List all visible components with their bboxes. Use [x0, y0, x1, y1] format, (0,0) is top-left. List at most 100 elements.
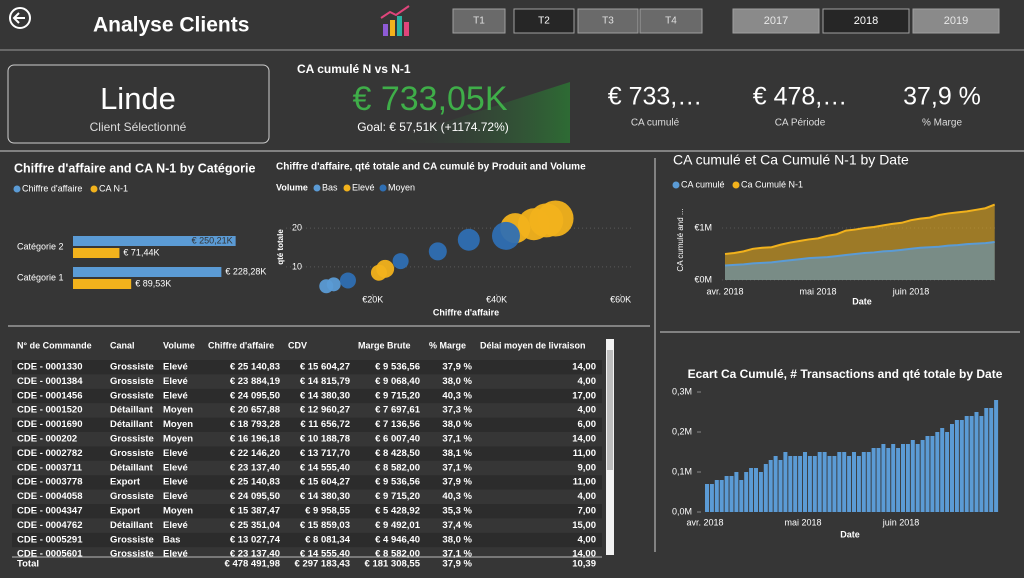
icon-bar: [397, 16, 402, 36]
year-label[interactable]: 2019: [944, 15, 968, 27]
table-cell: Moyen: [163, 506, 193, 517]
quarter-button[interactable]: [452, 8, 506, 34]
table-cell: Elevé: [163, 462, 188, 473]
bar: [822, 452, 827, 512]
bar: [754, 468, 758, 512]
year-button[interactable]: [912, 8, 1000, 34]
quarter-button[interactable]: [577, 8, 639, 34]
bar: [793, 456, 798, 512]
bar: [984, 408, 989, 512]
table-cell: CDE - 0003778: [17, 477, 82, 488]
bar: [763, 464, 768, 512]
table-cell: 4,00: [578, 534, 597, 545]
quarter-button[interactable]: [639, 8, 703, 34]
bar: [935, 432, 940, 512]
table-cell: Grossiste: [110, 448, 154, 459]
y-tick-label: 0,3M: [672, 386, 692, 396]
table-cell: CDE - 0001690: [17, 419, 82, 430]
chart-title: Chiffre d'affaire, qté totale and CA cum…: [276, 162, 586, 173]
table-cell: € 23 137,40: [230, 549, 280, 560]
quarter-label[interactable]: T1: [473, 16, 485, 27]
quarter-button[interactable]: [513, 8, 575, 34]
x-tick-label: juin 2018: [882, 517, 920, 527]
year-label[interactable]: 2018: [854, 15, 878, 27]
legend-label: Moyen: [388, 182, 415, 192]
bar: [876, 448, 881, 512]
quarter-label[interactable]: T3: [602, 16, 614, 27]
year-label[interactable]: 2017: [764, 15, 788, 27]
x-tick-label: juin 2018: [892, 286, 930, 296]
bubble: [392, 253, 409, 270]
year-button[interactable]: [822, 8, 910, 34]
back-button[interactable]: [9, 7, 31, 29]
table-cell: 9,00: [578, 462, 597, 473]
table-cell: Grossiste: [110, 390, 154, 401]
bar: [910, 440, 915, 512]
table-cell: € 25 140,83: [230, 477, 280, 488]
kpi-value: € 733,…: [608, 83, 703, 111]
table-cell: € 13 717,70: [300, 448, 350, 459]
table-cell: € 9 715,20: [375, 390, 420, 401]
table-total-cell: € 478 491,98: [225, 559, 280, 570]
bar: [734, 472, 739, 512]
legend-marker: [90, 185, 98, 193]
table-cell: € 14 555,40: [300, 549, 350, 560]
bar: [817, 452, 822, 512]
back-arrow[interactable]: [12, 12, 25, 24]
back-circle[interactable]: [9, 7, 31, 29]
client-card: [7, 64, 270, 144]
table-cell: 7,00: [578, 506, 597, 517]
quarter-label[interactable]: T2: [538, 16, 550, 27]
x-tick-label: €60K: [610, 294, 631, 304]
table-cell: € 9 958,55: [305, 506, 351, 517]
table-total-cell: € 181 308,55: [365, 559, 421, 570]
year-button[interactable]: [732, 8, 820, 34]
y-tick-label: 20: [292, 223, 302, 233]
table-cell: CDE - 0001456: [17, 390, 82, 401]
bubble: [326, 277, 341, 292]
chart-title: CA cumulé et Ca Cumulé N-1 by Date: [673, 152, 909, 168]
bar: [744, 472, 749, 512]
table-cell: Détaillant: [110, 419, 154, 430]
value-label: € 71,44K: [123, 247, 159, 257]
table-cell: € 4 946,40: [375, 534, 420, 545]
kpi-title: CA cumulé N vs N-1: [297, 62, 411, 76]
y-tick-label: 10: [292, 261, 302, 271]
icon-bar: [390, 20, 395, 36]
table-cell: € 15 604,27: [300, 362, 350, 373]
scrollbar-thumb[interactable]: [607, 350, 613, 470]
table-cell: CDE - 0005601: [17, 549, 83, 560]
table-cell: € 13 027,74: [230, 534, 281, 545]
legend-label: CA N-1: [99, 183, 128, 193]
chart-title: Ecart Ca Cumulé, # Transactions and qté …: [688, 367, 1003, 381]
table-cell: Moyen: [163, 419, 193, 430]
table-cell: Détaillant: [110, 520, 154, 531]
table-cell: CDE - 000202: [17, 434, 77, 445]
table-cell: Elevé: [163, 448, 188, 459]
category-label: Catégorie 2: [17, 241, 64, 251]
x-tick-label: avr. 2018: [706, 286, 743, 296]
table-cell: € 25 140,83: [230, 362, 280, 373]
x-tick-label: mai 2018: [799, 286, 836, 296]
table-cell: € 15 604,27: [300, 477, 350, 488]
row-stripe: [12, 504, 602, 519]
bar: [871, 448, 876, 512]
table-cell: Grossiste: [110, 549, 154, 560]
bar: [812, 456, 817, 512]
quarter-label[interactable]: T4: [665, 16, 677, 27]
table-cell: CDE - 0001384: [17, 376, 83, 387]
bar: [925, 436, 930, 512]
icon-bar: [404, 22, 409, 36]
column-header: Chiffre d'affaire: [208, 340, 274, 350]
value-label: € 250,21K: [192, 235, 233, 245]
bubble: [491, 221, 520, 250]
x-tick-label: €40K: [486, 294, 507, 304]
table-cell: CDE - 0001520: [17, 405, 82, 416]
table-cell: Elevé: [163, 390, 188, 401]
table-cell: CDE - 0002782: [17, 448, 82, 459]
value-label: € 228,28K: [225, 266, 266, 276]
bar: [861, 452, 866, 512]
table-cell: CDE - 0004058: [17, 491, 82, 502]
table-cell: 14,00: [572, 434, 596, 445]
